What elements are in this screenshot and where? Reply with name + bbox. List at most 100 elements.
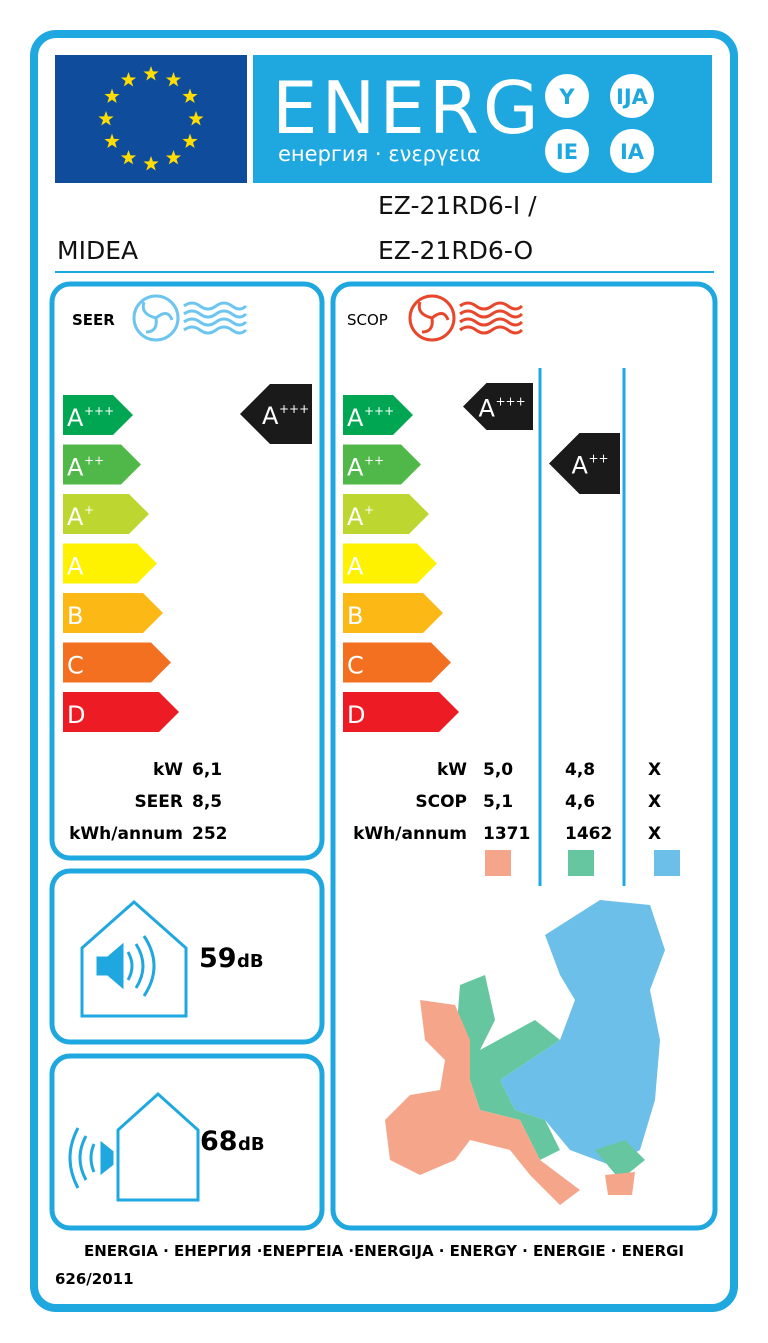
class-letter: D	[67, 701, 85, 729]
class-letter: C	[347, 652, 364, 680]
footer-languages: ENERGIA · ЕНЕРГИЯ ·ΕΝΕΡΓΕΙΑ ·ENERGIJA · …	[84, 1242, 684, 1260]
climate-colder-key	[654, 850, 680, 876]
heating-panel	[330, 281, 718, 1231]
indoor-noise-icon	[80, 899, 188, 1018]
class-letter: B	[67, 602, 83, 630]
class-sup: ++	[589, 452, 609, 466]
row-value: 4,6	[565, 792, 595, 812]
suffix-badge	[545, 129, 589, 173]
class-letter: A	[67, 454, 84, 482]
row-value: 4,8	[565, 760, 595, 780]
class-letter: A	[67, 503, 84, 531]
climate-average-key	[568, 850, 594, 876]
heating-fan-icon	[408, 294, 524, 342]
class-arrow	[63, 593, 163, 633]
row-value: 1371	[483, 824, 530, 844]
class-arrow	[63, 692, 179, 732]
eu-star	[182, 133, 198, 148]
eu-star	[104, 88, 120, 103]
model: EZ-21RD6-I /	[378, 191, 537, 220]
climate-map	[385, 900, 665, 1205]
row-value: X	[648, 824, 661, 844]
class-letter: A	[347, 454, 364, 482]
climate-warmer-key	[485, 850, 511, 876]
noise-unit: dB	[237, 951, 264, 972]
row-label: kWh/annum	[353, 824, 467, 844]
energy-word: ENERG	[272, 66, 543, 150]
row-value: 8,5	[192, 792, 222, 812]
rating-arrow	[463, 383, 533, 430]
row-value: 5,1	[483, 792, 513, 812]
eu-star	[182, 88, 198, 103]
class-arrow	[63, 494, 149, 534]
class-letter: B	[347, 602, 363, 630]
rating-arrow	[240, 384, 312, 444]
class-arrow	[343, 593, 443, 633]
noise-value: 68	[200, 1126, 238, 1157]
row-label: kW	[437, 760, 467, 780]
eu-star	[120, 72, 137, 87]
eu-star	[98, 111, 114, 126]
class-arrow	[343, 444, 421, 485]
rating-arrow	[549, 433, 620, 494]
outdoor-noise-panel	[49, 1053, 325, 1231]
class-letter: A	[479, 395, 496, 423]
noise-value: 59	[199, 943, 237, 974]
class-arrow	[343, 642, 451, 683]
class-arrow	[63, 543, 157, 584]
class-arrow	[343, 494, 429, 534]
suffix-text: IA	[620, 140, 645, 164]
class-sup: +++	[84, 404, 114, 418]
noise-unit: dB	[238, 1134, 265, 1155]
cooling-panel	[49, 281, 325, 861]
eu-star	[120, 150, 137, 165]
class-sup: +++	[496, 395, 526, 409]
suffix-badge	[610, 74, 654, 118]
row-value: X	[648, 792, 661, 812]
class-arrow	[343, 543, 437, 584]
eu-stars	[98, 66, 204, 171]
class-sup: +++	[364, 404, 394, 418]
row-label: SEER	[134, 792, 183, 812]
suffix-badge	[610, 129, 654, 173]
class-letter: A	[347, 553, 364, 581]
class-letter: A	[67, 553, 84, 581]
class-letter: C	[67, 652, 84, 680]
eu-star	[104, 133, 120, 148]
class-letter: A	[347, 503, 364, 531]
eu-star	[165, 72, 182, 87]
row-value: 252	[192, 824, 228, 844]
class-arrow	[63, 444, 141, 485]
class-sup: +++	[279, 402, 309, 416]
row-value: 1462	[565, 824, 612, 844]
row-label: kW	[153, 760, 183, 780]
row-label: kWh/annum	[69, 824, 183, 844]
suffix-text: Y	[558, 85, 575, 109]
eu-star	[188, 111, 204, 126]
class-sup: +	[84, 503, 94, 517]
eu-star	[143, 156, 159, 171]
eu-star	[165, 150, 182, 165]
heating-label: SCOP	[347, 311, 388, 329]
class-sup: +	[364, 503, 374, 517]
class-letter: A	[67, 404, 84, 432]
outdoor-noise-icon	[68, 1091, 200, 1202]
indoor-noise-panel	[49, 868, 325, 1045]
class-arrow	[343, 395, 413, 435]
brand: MIDEA	[57, 236, 138, 265]
class-letter: A	[262, 402, 279, 430]
row-value: X	[648, 760, 661, 780]
suffix-badge	[545, 74, 589, 118]
cooling-fan-icon	[132, 294, 248, 342]
row-value: 5,0	[483, 760, 513, 780]
suffix-text: IE	[556, 140, 578, 164]
energy-subtitle: енергия · ενεργεια	[278, 142, 481, 166]
class-arrow	[343, 692, 459, 732]
model: EZ-21RD6-O	[378, 236, 533, 265]
class-sup: ++	[364, 454, 384, 468]
class-letter: A	[347, 404, 364, 432]
class-letter: A	[572, 452, 589, 480]
footer-regulation: 626/2011	[55, 1270, 134, 1288]
cooling-label: SEER	[72, 311, 115, 329]
